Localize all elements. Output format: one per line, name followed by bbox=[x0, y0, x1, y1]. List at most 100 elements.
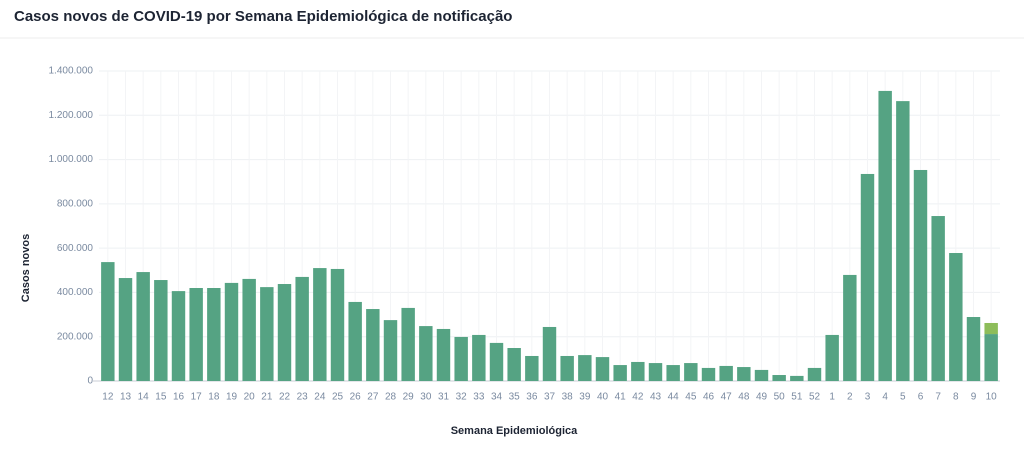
x-tick-label: 10 bbox=[986, 392, 998, 403]
bar bbox=[825, 334, 839, 381]
bar bbox=[843, 274, 857, 381]
bar bbox=[242, 278, 256, 381]
x-tick-label: 36 bbox=[526, 392, 538, 403]
bar bbox=[542, 326, 557, 381]
x-tick-label: 2 bbox=[847, 392, 853, 403]
x-tick-label: 34 bbox=[491, 392, 503, 403]
bar bbox=[666, 365, 680, 381]
bar bbox=[295, 276, 309, 381]
x-tick-label: 30 bbox=[420, 392, 432, 403]
x-tick-label: 24 bbox=[314, 392, 326, 403]
bar bbox=[136, 272, 150, 381]
bar bbox=[984, 334, 998, 381]
y-tick-label: 800.000 bbox=[57, 198, 94, 209]
y-tick-label: 1.400.000 bbox=[49, 66, 94, 77]
bar bbox=[171, 291, 186, 381]
bar bbox=[896, 101, 910, 381]
bar bbox=[118, 278, 133, 381]
bar bbox=[578, 355, 592, 381]
x-tick-label: 19 bbox=[226, 392, 238, 403]
bar bbox=[648, 363, 663, 381]
x-tick-label: 31 bbox=[438, 392, 450, 403]
x-tick-label: 23 bbox=[297, 392, 309, 403]
bar bbox=[701, 367, 716, 381]
x-tick-label: 5 bbox=[900, 392, 906, 403]
bar bbox=[984, 322, 998, 335]
bar bbox=[436, 328, 451, 381]
x-axis-label: Semana Epidemiológica bbox=[451, 425, 578, 437]
chart-title: Casos novos de COVID-19 por Semana Epide… bbox=[14, 8, 512, 25]
x-tick-label: 1 bbox=[829, 392, 835, 403]
x-tick-label: 15 bbox=[155, 392, 167, 403]
x-tick-label: 33 bbox=[473, 392, 485, 403]
y-tick-label: 0 bbox=[87, 376, 93, 387]
x-tick-label: 8 bbox=[953, 392, 959, 403]
bar bbox=[313, 268, 327, 381]
bar bbox=[207, 288, 221, 381]
x-tick-label: 17 bbox=[191, 392, 203, 403]
x-tick-label: 47 bbox=[721, 392, 733, 403]
bar bbox=[419, 326, 433, 381]
bar bbox=[507, 348, 521, 381]
bar bbox=[931, 216, 945, 381]
bar bbox=[154, 280, 168, 381]
bar bbox=[224, 282, 239, 381]
bar bbox=[631, 361, 645, 381]
y-tick-label: 1.000.000 bbox=[49, 154, 94, 165]
x-tick-label: 6 bbox=[918, 392, 924, 403]
x-tick-label: 25 bbox=[332, 392, 344, 403]
bar bbox=[401, 307, 415, 381]
bar bbox=[383, 320, 398, 381]
bar bbox=[807, 367, 822, 381]
x-tick-label: 39 bbox=[579, 392, 591, 403]
x-tick-label: 12 bbox=[102, 392, 114, 403]
bar bbox=[277, 284, 292, 381]
bar bbox=[878, 90, 892, 381]
bar bbox=[595, 357, 610, 381]
x-tick-label: 3 bbox=[865, 392, 871, 403]
y-tick-label: 1.200.000 bbox=[49, 110, 94, 121]
x-tick-label: 14 bbox=[138, 392, 150, 403]
x-tick-label: 21 bbox=[261, 392, 273, 403]
x-tick-label: 48 bbox=[738, 392, 750, 403]
x-tick-label: 42 bbox=[632, 392, 644, 403]
y-tick-label: 600.000 bbox=[57, 243, 94, 254]
bar bbox=[454, 336, 468, 381]
x-tick-label: 37 bbox=[544, 392, 556, 403]
x-tick-label: 20 bbox=[244, 392, 256, 403]
x-tick-label: 44 bbox=[668, 392, 680, 403]
x-tick-label: 32 bbox=[456, 392, 468, 403]
x-tick-label: 40 bbox=[597, 392, 609, 403]
x-tick-label: 28 bbox=[385, 392, 397, 403]
bar bbox=[101, 262, 115, 381]
x-tick-label: 51 bbox=[791, 392, 803, 403]
bar bbox=[348, 301, 362, 381]
bar bbox=[489, 342, 504, 381]
x-tick-label: 13 bbox=[120, 392, 132, 403]
y-axis-label: Casos novos bbox=[20, 234, 32, 302]
x-tick-label: 52 bbox=[809, 392, 821, 403]
x-tick-label: 27 bbox=[367, 392, 379, 403]
x-tick-label: 4 bbox=[882, 392, 888, 403]
x-tick-label: 18 bbox=[208, 392, 220, 403]
bar bbox=[260, 287, 274, 381]
x-tick-label: 43 bbox=[650, 392, 662, 403]
x-tick-label: 26 bbox=[350, 392, 362, 403]
bar bbox=[684, 363, 698, 381]
bar bbox=[366, 309, 380, 381]
bar bbox=[966, 317, 981, 381]
x-tick-label: 29 bbox=[403, 392, 415, 403]
x-tick-label: 9 bbox=[971, 392, 977, 403]
x-tick-label: 49 bbox=[756, 392, 768, 403]
x-tick-label: 41 bbox=[615, 392, 627, 403]
bar bbox=[719, 365, 733, 381]
bar bbox=[737, 367, 751, 381]
x-tick-label: 45 bbox=[685, 392, 697, 403]
bar bbox=[790, 375, 804, 381]
x-tick-label: 7 bbox=[935, 392, 941, 403]
x-tick-label: 22 bbox=[279, 392, 291, 403]
bar bbox=[772, 375, 786, 381]
bar bbox=[754, 369, 769, 381]
bar bbox=[189, 288, 203, 381]
